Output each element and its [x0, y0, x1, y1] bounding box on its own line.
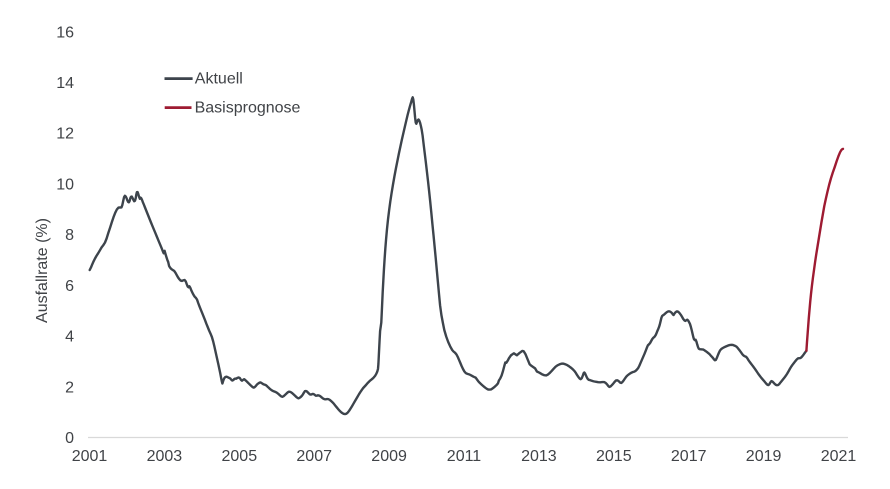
svg-text:2009: 2009	[371, 448, 407, 465]
svg-text:2021: 2021	[821, 448, 857, 465]
svg-text:4: 4	[65, 329, 74, 346]
svg-text:2011: 2011	[447, 448, 482, 465]
svg-text:2005: 2005	[222, 448, 258, 465]
svg-text:2013: 2013	[521, 448, 557, 465]
svg-text:0: 0	[65, 430, 74, 447]
svg-text:Basisprognose: Basisprognose	[195, 99, 301, 116]
svg-text:2003: 2003	[147, 448, 183, 465]
svg-text:8: 8	[65, 227, 74, 244]
svg-text:2: 2	[65, 379, 74, 396]
svg-text:Ausfallrate (%): Ausfallrate (%)	[34, 218, 51, 323]
svg-text:10: 10	[56, 176, 74, 193]
svg-text:2007: 2007	[296, 448, 332, 465]
svg-text:2017: 2017	[671, 448, 707, 465]
svg-text:16: 16	[56, 24, 74, 41]
svg-text:6: 6	[65, 278, 74, 295]
svg-text:Aktuell: Aktuell	[195, 70, 243, 87]
svg-text:2015: 2015	[596, 448, 632, 465]
svg-text:2019: 2019	[746, 448, 782, 465]
svg-text:2001: 2001	[72, 448, 108, 465]
svg-text:12: 12	[56, 126, 74, 143]
svg-text:14: 14	[56, 75, 74, 92]
